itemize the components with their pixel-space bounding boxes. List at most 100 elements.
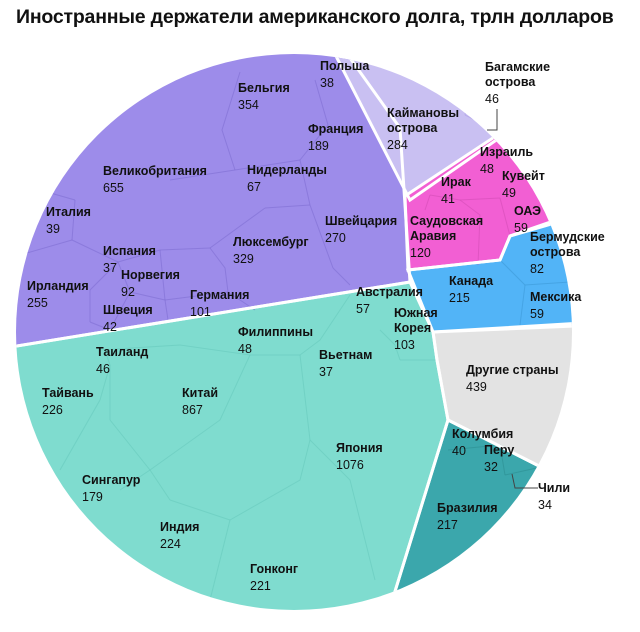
label-польша: Польша 38 — [320, 59, 370, 90]
label-тайвань: Тайвань 226 — [42, 386, 94, 417]
country-value-мексика: 59 — [530, 307, 544, 321]
country-name-франция: Франция — [308, 122, 363, 136]
country-name-австралия: Австралия — [356, 285, 423, 299]
cell-border-европа-11 — [117, 261, 131, 293]
region-border-азия-и-океания — [16, 280, 450, 610]
cell-border-европа-13 — [19, 239, 73, 256]
cell-border-европа-1 — [234, 159, 301, 171]
country-name-оаэ: ОАЭ — [514, 204, 541, 218]
cell-border-европа-7 — [209, 207, 266, 249]
country-value-оаэ: 59 — [514, 221, 528, 235]
country-value-испания: 37 — [103, 261, 117, 275]
country-name-ирак: Ирак — [441, 175, 472, 189]
country-value-индия: 224 — [160, 537, 181, 551]
cell-border-латинская-америка-3 — [504, 466, 542, 476]
country-name-сингапур: Сингапур — [82, 473, 141, 487]
cell-border-азия-и-океания-18 — [379, 329, 401, 361]
country-name-германия: Германия — [190, 288, 249, 302]
country-value-нидерланды: 67 — [247, 180, 261, 194]
cell-border-европа-0 — [169, 169, 236, 181]
country-value-италия: 39 — [46, 222, 60, 236]
country-value-вьетнам: 37 — [319, 365, 333, 379]
cell-border-европа-22 — [89, 261, 119, 291]
cell-border-европа-4 — [221, 71, 241, 171]
label-таиланд: Таиланд 46 — [96, 345, 148, 376]
cell-border-европа-20 — [89, 321, 111, 331]
label-мексика: Мексика 59 — [530, 290, 582, 321]
country-name-саудовская-аравия-line2: Аравия — [410, 229, 456, 243]
country-value-сингапур: 179 — [82, 490, 103, 504]
label-китай: Китай 867 — [182, 386, 218, 417]
cell-border-европа-16 — [159, 249, 166, 301]
country-value-ирландия: 255 — [27, 296, 48, 310]
country-value-польша: 38 — [320, 76, 334, 90]
country-name-великобритания: Великобритания — [103, 164, 207, 178]
country-value-австралия: 57 — [356, 302, 370, 316]
country-name-вьетнам: Вьетнам — [319, 348, 372, 362]
country-name-норвегия: Норвегия — [121, 268, 180, 282]
label-нидерланды: Нидерланды 67 — [247, 163, 327, 194]
cell-border-ближний-восток-0 — [429, 194, 461, 201]
label-великобритания: Великобритания 655 — [103, 164, 207, 195]
cell-border-азия-и-океания-10 — [149, 469, 171, 501]
cell-border-северная-америка-0 — [499, 259, 526, 286]
cell-border-европа-2 — [299, 124, 329, 161]
country-value-гонконг: 221 — [250, 579, 271, 593]
country-value-филиппины: 48 — [238, 342, 252, 356]
country-value-саудовская-аравия: 120 — [410, 246, 431, 260]
cell-border-азия-и-океания-9 — [119, 469, 151, 491]
country-name-швейцария: Швейцария — [325, 214, 397, 228]
cell-border-азия-и-океания-0 — [299, 294, 351, 356]
cell-border-европа-9 — [164, 291, 229, 301]
country-value-другие-страны: 439 — [466, 380, 487, 394]
labels-layer: Польша 38 Бельгия 354 Франция 189 Великобритан… — [27, 59, 605, 593]
chart-title: Иностранные держатели американского долг… — [16, 6, 614, 28]
country-value-бельгия: 354 — [238, 98, 259, 112]
cell-border-ближний-восток-2 — [499, 197, 511, 237]
country-name-люксембург: Люксембург — [233, 235, 309, 249]
country-name-саудовская-аравия-line1: Саудовская — [410, 214, 483, 228]
country-name-бельгия: Бельгия — [238, 81, 290, 95]
cell-border-азия-и-океания-15 — [309, 439, 376, 581]
country-name-каймановы-острова-line2: острова — [387, 121, 438, 135]
country-value-япония: 1076 — [336, 458, 364, 472]
cell-border-азия-и-океания-2 — [179, 344, 251, 356]
country-value-перу: 32 — [484, 460, 498, 474]
country-name-бермудские-острова-line1: Бермудские — [530, 230, 605, 244]
cell-border-ближний-восток-3 — [459, 199, 481, 266]
country-value-люксембург: 329 — [233, 252, 254, 266]
country-value-тайвань: 226 — [42, 403, 63, 417]
cell-border-азия-и-океания-14 — [299, 354, 311, 441]
country-name-бразилия: Бразилия — [437, 501, 498, 515]
leader-line-багамские-острова — [487, 109, 498, 131]
country-name-чили: Чили — [538, 481, 570, 495]
country-value-таиланд: 46 — [96, 362, 110, 376]
cell-border-европа-25 — [332, 267, 351, 286]
cell-border-азия-и-океания-16 — [219, 354, 251, 421]
country-name-китай: Китай — [182, 386, 218, 400]
country-value-бермудские-острова: 82 — [530, 262, 544, 276]
label-сингапур: Сингапур 179 — [82, 473, 141, 504]
country-name-тайвань: Тайвань — [42, 386, 94, 400]
label-индия: Индия 224 — [160, 520, 199, 551]
country-value-чили: 34 — [538, 498, 552, 512]
cell-border-европа-8 — [209, 247, 229, 293]
country-value-германия: 101 — [190, 305, 211, 319]
country-name-ирландия: Ирландия — [27, 279, 89, 293]
country-name-израиль: Израиль — [480, 145, 533, 159]
country-value-норвегия: 92 — [121, 285, 135, 299]
country-name-канада: Канада — [449, 274, 494, 288]
cell-border-европа-14 — [117, 249, 161, 263]
label-вьетнам: Вьетнам 37 — [319, 348, 372, 379]
label-люксембург: Люксембург 329 — [233, 235, 309, 266]
country-name-бермудские-острова-line2: острова — [530, 245, 581, 259]
label-испания: Испания 37 — [103, 244, 156, 275]
label-австралия: Австралия 57 — [356, 285, 423, 316]
label-филиппины: Филиппины 48 — [238, 325, 313, 356]
country-value-швейцария: 270 — [325, 231, 346, 245]
country-name-италия: Италия — [46, 205, 91, 219]
label-бельгия: Бельгия 354 — [238, 81, 290, 112]
